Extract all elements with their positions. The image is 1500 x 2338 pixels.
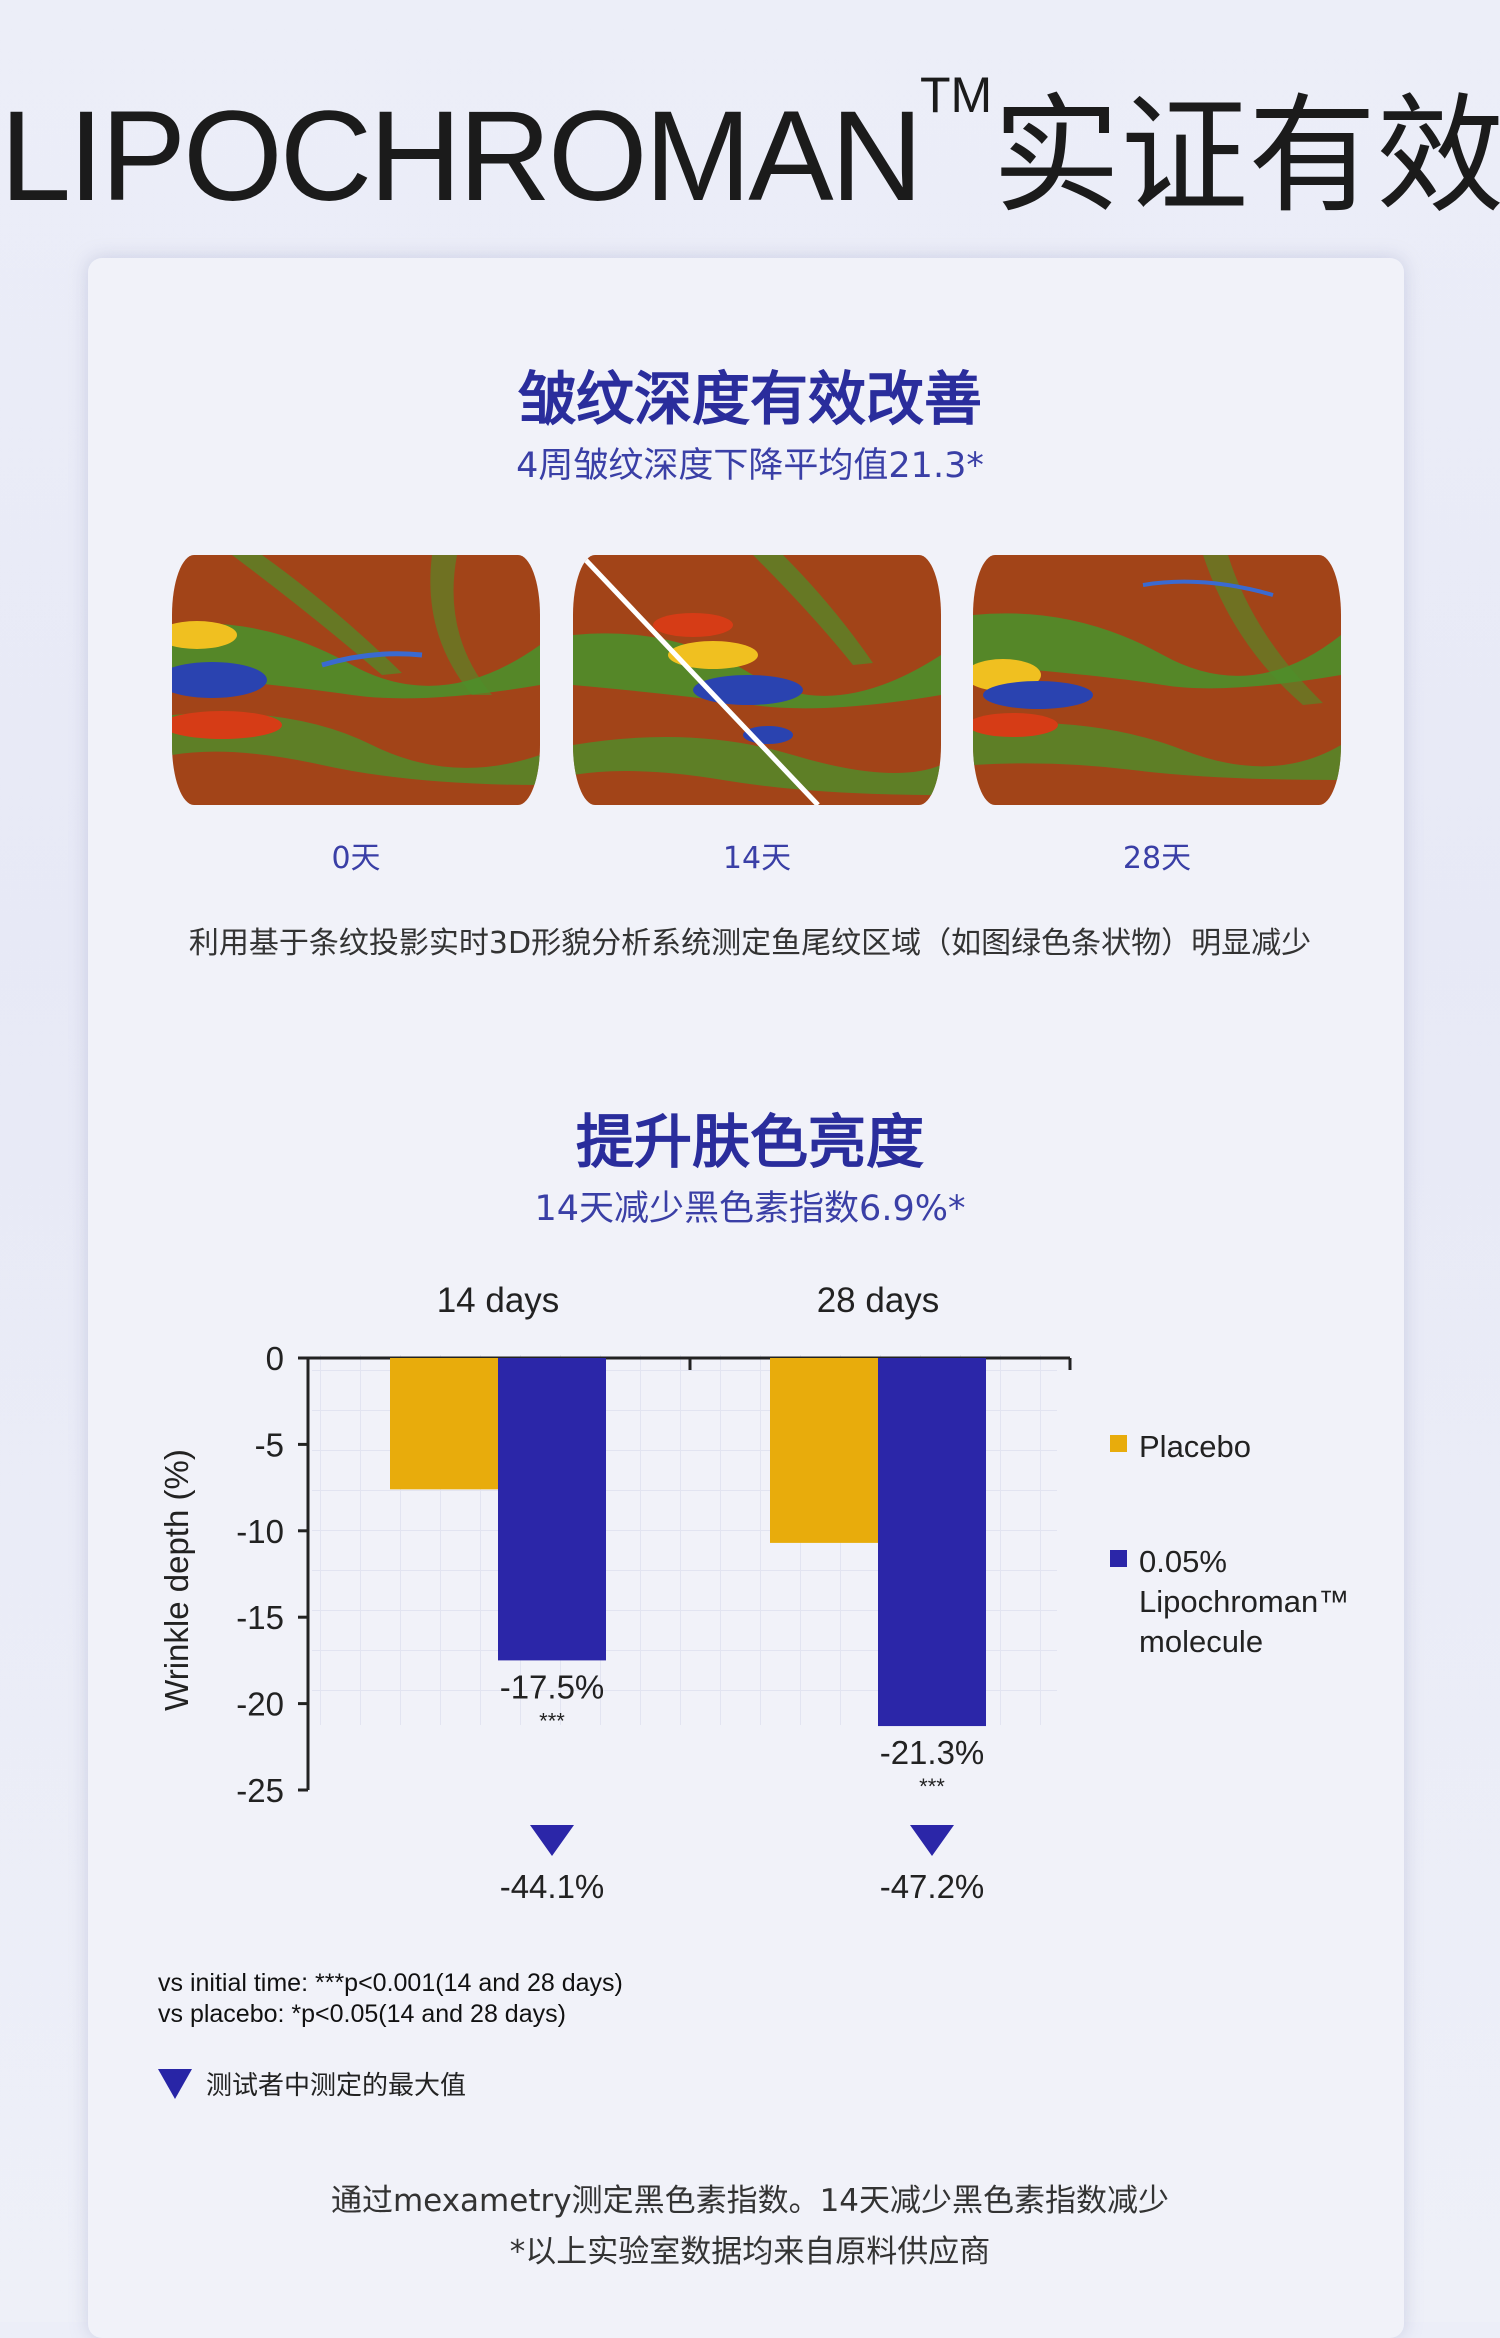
y-tick-label: 0	[266, 1340, 284, 1377]
data-label: -21.3%	[880, 1734, 985, 1771]
y-axis-label: Wrinkle depth (%)	[158, 1449, 195, 1711]
page-title: LIPOCHROMANTM实证有效	[0, 52, 1500, 237]
trademark-mark: TM	[920, 67, 993, 123]
bar-placebo	[390, 1358, 498, 1490]
heatmap-label-day28: 28天	[1122, 841, 1192, 876]
section1-subheading: 4周皱纹深度下降平均值21.3*	[516, 446, 984, 486]
max-value-legend-label: 测试者中测定的最大值	[206, 2071, 467, 2101]
legend-label: molecule	[1139, 1624, 1263, 1659]
heatmap-day14-image	[573, 555, 941, 805]
legend-label: 0.05%	[1139, 1544, 1227, 1579]
legend-label: Placebo	[1139, 1429, 1251, 1464]
max-value-label: -44.1%	[500, 1868, 605, 1905]
y-tick-label: -5	[255, 1426, 284, 1463]
note-placebo: vs placebo: *p<0.05(14 and 28 days)	[158, 2000, 566, 2028]
wrinkle-depth-chart: 0 -5 -10 -15 -20 -25 Wrinkle depth (%) 14 days -…	[158, 1281, 1349, 1905]
triangle-down-icon	[910, 1825, 954, 1856]
y-tick-label: -10	[236, 1513, 284, 1550]
y-tick-label: -25	[236, 1772, 284, 1809]
max-value-label: -47.2%	[880, 1868, 985, 1905]
y-tick-label: -15	[236, 1599, 284, 1636]
legend-swatch	[1110, 1550, 1127, 1567]
section1-description: 利用基于条纹投影实时3D形貌分析系统测定鱼尾纹区域（如图绿色条状物）明显减少	[188, 926, 1312, 961]
footer-line2: *以上实验室数据均来自原料供应商	[509, 2234, 991, 2270]
heatmap-day0-image	[172, 555, 540, 805]
category-label: 28 days	[817, 1281, 940, 1320]
section1-heading: 皱纹深度有效改善	[517, 365, 982, 433]
significance-label: ***	[919, 1774, 945, 1799]
bar-lipochroman	[878, 1358, 986, 1727]
max-value-legend: 测试者中测定的最大值	[158, 2065, 466, 2102]
bar-lipochroman	[498, 1358, 606, 1661]
legend-swatch	[1110, 1435, 1127, 1452]
triangle-down-icon	[530, 1825, 574, 1856]
heatmap-label-day0: 0天	[331, 841, 381, 876]
brand-name: LIPOCHROMAN	[0, 85, 923, 228]
heatmap-label-day14: 14天	[722, 841, 792, 876]
footer-line1: 通过mexametry测定黑色素指数。14天减少黑色素指数减少	[330, 2183, 1170, 2219]
section2-heading: 提升肤色亮度	[575, 1108, 924, 1176]
significance-notes: vs initial time: ***p<0.001(14 and 28 da…	[158, 1968, 623, 2030]
legend-label: Lipochroman™	[1139, 1584, 1349, 1619]
note-initial-time: vs initial time: ***p<0.001(14 and 28 da…	[158, 1969, 623, 1997]
category-label: 14 days	[437, 1281, 560, 1320]
y-tick-label: -20	[236, 1686, 284, 1723]
section2-subheading: 14天减少黑色素指数6.9%*	[534, 1189, 966, 1229]
bar-placebo	[770, 1358, 878, 1543]
significance-label: ***	[539, 1708, 565, 1733]
triangle-down-icon	[158, 2068, 192, 2099]
heatmap-day28-image	[973, 555, 1341, 805]
data-label: -17.5%	[500, 1668, 605, 1705]
title-suffix: 实证有效	[992, 82, 1500, 231]
